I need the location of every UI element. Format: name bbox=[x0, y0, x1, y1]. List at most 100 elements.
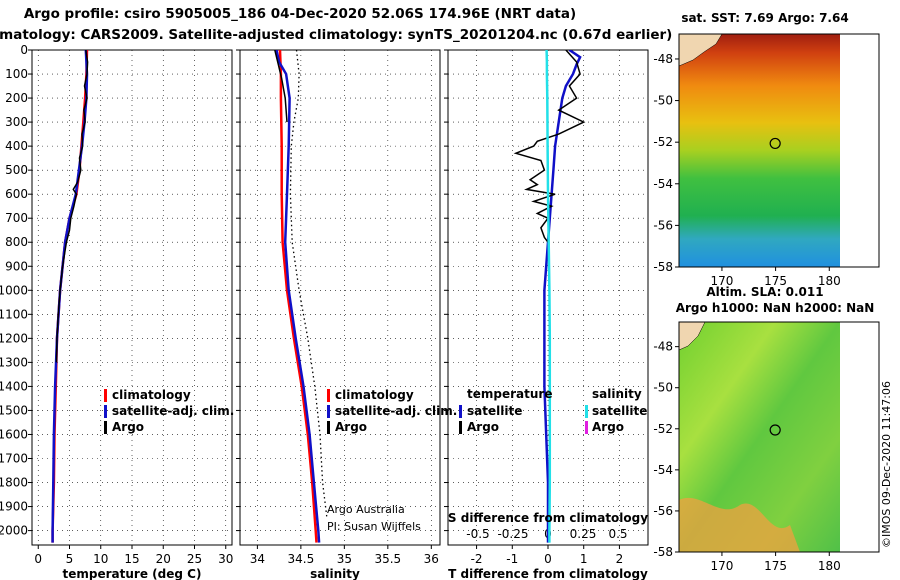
legend-swatch-satellite bbox=[327, 405, 330, 418]
sst-map-axes bbox=[678, 33, 880, 268]
x-tick-label: 15 bbox=[124, 552, 139, 566]
map-y-tick-label: -50 bbox=[653, 381, 673, 395]
y-tick-label: 1400 bbox=[0, 379, 28, 393]
map-x-tick-label: 170 bbox=[710, 274, 733, 288]
y-tick-label: 100 bbox=[5, 67, 28, 81]
y-tick-label: 200 bbox=[5, 91, 28, 105]
x-tick-label: 30 bbox=[218, 552, 233, 566]
map-x-tick-label: 175 bbox=[764, 274, 787, 288]
series-line-satellite-adj-clim- bbox=[275, 50, 321, 543]
series-line-argo bbox=[55, 50, 89, 363]
x-tick-label: 25 bbox=[187, 552, 202, 566]
sst-map-argo-marker bbox=[769, 137, 781, 150]
x2-tick-label: -0.25 bbox=[497, 527, 528, 541]
series-line-argo-climatology-dots bbox=[289, 50, 328, 519]
x-tick-label: 5 bbox=[66, 552, 74, 566]
legend-salinity-title: salinity bbox=[592, 387, 642, 401]
credit-line-1: Argo Australia bbox=[327, 503, 405, 516]
series-line-climatology bbox=[51, 50, 89, 543]
series-line-t-argo bbox=[513, 50, 586, 243]
legend-swatch-climatology bbox=[327, 389, 330, 402]
difference-xlabel: T difference from climatology bbox=[448, 567, 648, 580]
legend-argo: Argo bbox=[335, 420, 367, 434]
map-x-tick-label: 180 bbox=[818, 559, 841, 573]
sla-map-title: Altim. SLA: 0.011 bbox=[706, 285, 823, 299]
x-tick-label: 34 bbox=[250, 552, 265, 566]
x-tick-label: 0 bbox=[34, 552, 42, 566]
sst-map-title: sat. SST: 7.69 Argo: 7.64 bbox=[681, 11, 848, 25]
legend-argo: Argo bbox=[112, 420, 144, 434]
x-tick-label: 0 bbox=[544, 552, 552, 566]
temperature-legend: climatology satellite-adj. clim. Argo bbox=[104, 388, 234, 434]
legend-climatology: climatology bbox=[112, 388, 191, 402]
series-line-climatology bbox=[278, 50, 318, 543]
legend-swatch-s-argo bbox=[585, 421, 588, 434]
y-tick-label: 1500 bbox=[0, 403, 28, 417]
y-tick-label: 400 bbox=[5, 139, 28, 153]
salinity-legend: climatology satellite-adj. clim. Argo Ar… bbox=[327, 388, 457, 533]
legend-satellite: satellite-adj. clim. bbox=[112, 404, 234, 418]
y-tick-label: 1300 bbox=[0, 355, 28, 369]
legend-s-satellite: satellite bbox=[592, 404, 647, 418]
x-tick-label: 36 bbox=[424, 552, 439, 566]
y-tick-label: 0 bbox=[20, 43, 28, 57]
legend-swatch-climatology bbox=[104, 389, 107, 402]
x-tick-label: -1 bbox=[506, 552, 518, 566]
map-y-tick-label: -54 bbox=[653, 177, 673, 191]
map-x-tick-label: 180 bbox=[818, 274, 841, 288]
x-tick-label: 1 bbox=[580, 552, 588, 566]
x-tick-label: 20 bbox=[156, 552, 171, 566]
x-tick-label: -2 bbox=[471, 552, 483, 566]
sst-map-field bbox=[679, 34, 840, 267]
y-tick-label: 600 bbox=[5, 187, 28, 201]
x-tick-label: 35.5 bbox=[374, 552, 401, 566]
map-y-tick-label: -48 bbox=[653, 340, 673, 354]
y-tick-label: 1100 bbox=[0, 307, 28, 321]
legend-swatch-s-satellite bbox=[585, 405, 588, 418]
legend-climatology: climatology bbox=[335, 388, 414, 402]
x2-tick-label: -0.5 bbox=[466, 527, 489, 541]
y-tick-label: 800 bbox=[5, 235, 28, 249]
y-tick-label: 500 bbox=[5, 163, 28, 177]
title-line-1: Argo profile: csiro 5905005_186 04-Dec-2… bbox=[23, 6, 577, 22]
salinity-axes bbox=[239, 49, 441, 546]
y-tick-label: 1000 bbox=[0, 283, 28, 297]
map-y-tick-label: -58 bbox=[653, 545, 673, 559]
legend-t-argo: Argo bbox=[467, 420, 499, 434]
y-tick-label: 2000 bbox=[0, 524, 28, 538]
series-line-argo bbox=[274, 50, 288, 123]
x2-tick-label: 0.5 bbox=[608, 527, 627, 541]
map-y-tick-label: -50 bbox=[653, 94, 673, 108]
imos-footer: ©IMOS 09-Dec-2020 11:47:06 bbox=[880, 381, 893, 548]
legend-swatch-satellite bbox=[104, 405, 107, 418]
title-line-2: Climatology: CARS2009. Satellite-adjuste… bbox=[0, 27, 673, 43]
series-line-s-satellite bbox=[545, 50, 552, 543]
map-x-tick-label: 175 bbox=[764, 559, 787, 573]
legend-swatch-argo bbox=[104, 421, 107, 434]
sla-map-argo-marker bbox=[769, 424, 781, 436]
map-y-tick-label: -58 bbox=[653, 260, 673, 274]
map-x-tick-label: 170 bbox=[710, 559, 733, 573]
x2-tick-label: 0.25 bbox=[570, 527, 597, 541]
legend-swatch-t-argo bbox=[459, 421, 462, 434]
temperature-xlabel: temperature (deg C) bbox=[63, 567, 202, 580]
map-y-tick-label: -52 bbox=[653, 422, 673, 436]
x-tick-label: 2 bbox=[616, 552, 624, 566]
y-tick-label: 1200 bbox=[0, 331, 28, 345]
difference-legend: temperature salinity satellite Argo sate… bbox=[459, 387, 647, 434]
salinity-xlabel: salinity bbox=[310, 567, 360, 580]
y-tick-label: 1700 bbox=[0, 451, 28, 465]
y-tick-label: 1900 bbox=[0, 500, 28, 514]
sla-map-anomaly bbox=[679, 497, 800, 552]
legend-s-argo: Argo bbox=[592, 420, 624, 434]
sla-map-axes bbox=[678, 321, 880, 553]
y-tick-label: 300 bbox=[5, 115, 28, 129]
legend-swatch-argo bbox=[327, 421, 330, 434]
difference-xlabel2: S difference from climatology bbox=[448, 511, 648, 525]
legend-temperature-title: temperature bbox=[467, 387, 552, 401]
map-y-tick-label: -48 bbox=[653, 52, 673, 66]
y-tick-label: 900 bbox=[5, 259, 28, 273]
y-tick-label: 1800 bbox=[0, 476, 28, 490]
map-y-tick-label: -56 bbox=[653, 504, 673, 518]
